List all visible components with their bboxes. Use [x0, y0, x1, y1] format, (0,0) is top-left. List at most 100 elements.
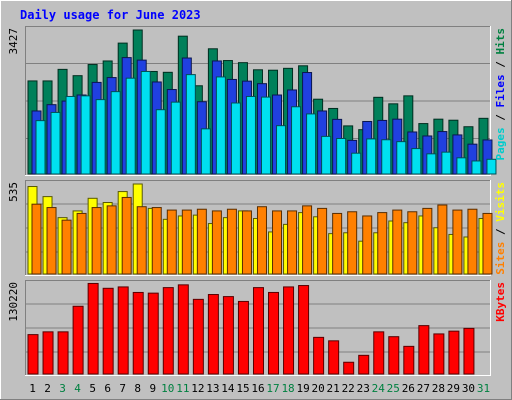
day-label-31: 31	[477, 382, 490, 395]
bar-pages-day-10	[170, 101, 181, 175]
legend-separator: /	[494, 108, 507, 128]
day-label-27: 27	[417, 382, 430, 395]
bar-kbytes-day-17	[268, 291, 280, 375]
bar-kbytes-day-18	[283, 286, 295, 375]
panel-visits-legend: Sites / Visits	[494, 182, 507, 275]
bar-pages-day-4	[80, 95, 91, 175]
bar-sites-day-21	[332, 212, 343, 275]
day-label-8: 8	[134, 382, 141, 395]
bar-sites-day-3	[61, 219, 72, 275]
day-label-17: 17	[266, 382, 279, 395]
bar-pages-day-8	[140, 70, 151, 175]
bar-kbytes-day-15	[237, 300, 249, 375]
bar-kbytes-day-12	[192, 298, 204, 375]
bar-kbytes-day-7	[117, 286, 129, 375]
bar-kbytes-day-29	[448, 330, 460, 375]
bar-kbytes-day-21	[328, 340, 340, 375]
legend-separator: /	[494, 222, 507, 242]
panel-hits-ymax-label: 3427	[7, 28, 20, 55]
day-label-2: 2	[44, 382, 51, 395]
legend-visits: Visits	[494, 182, 507, 222]
bar-kbytes-day-10	[162, 287, 174, 375]
legend-kbytes: KBytes	[494, 282, 507, 322]
bar-sites-day-12	[196, 208, 207, 275]
bar-kbytes-day-16	[252, 287, 264, 375]
bar-kbytes-day-4	[72, 305, 84, 375]
bar-kbytes-day-2	[42, 331, 54, 375]
bar-sites-day-30	[467, 208, 478, 275]
day-label-25: 25	[387, 382, 400, 395]
series-kbytes	[27, 282, 475, 375]
bar-kbytes-day-13	[207, 294, 219, 375]
bar-kbytes-day-6	[102, 287, 114, 375]
bar-sites-day-20	[317, 207, 328, 275]
day-label-23: 23	[357, 382, 370, 395]
bar-pages-day-31	[486, 158, 497, 175]
bar-kbytes-day-26	[403, 345, 415, 375]
bar-sites-day-11	[181, 209, 192, 275]
legend-pages: Pages	[494, 127, 507, 160]
bar-kbytes-day-25	[388, 336, 400, 375]
bar-pages-day-7	[125, 77, 136, 175]
bar-pages-day-22	[351, 152, 362, 175]
day-label-11: 11	[176, 382, 189, 395]
bar-kbytes-day-1	[27, 334, 39, 375]
bar-sites-day-22	[347, 211, 358, 275]
bar-sites-day-2	[46, 207, 57, 275]
bar-pages-day-24	[381, 139, 392, 175]
day-label-10: 10	[161, 382, 174, 395]
bar-pages-day-13	[215, 76, 226, 175]
day-label-6: 6	[104, 382, 111, 395]
panel-visits-ymax-label: 535	[7, 182, 20, 202]
bar-kbytes-day-30	[463, 327, 475, 375]
day-label-1: 1	[29, 382, 36, 395]
bar-sites-day-28	[437, 204, 448, 275]
day-label-22: 22	[342, 382, 355, 395]
bar-pages-day-11	[185, 74, 196, 175]
bar-sites-day-5	[91, 207, 102, 275]
day-label-9: 9	[149, 382, 156, 395]
day-label-20: 20	[312, 382, 325, 395]
series-pages	[35, 70, 497, 175]
bar-pages-day-16	[260, 96, 271, 175]
bar-kbytes-day-23	[358, 354, 370, 375]
bar-sites-day-29	[452, 209, 463, 275]
bar-pages-day-29	[456, 157, 467, 175]
bar-sites-day-1	[31, 203, 42, 275]
day-label-21: 21	[327, 382, 340, 395]
panel-kbytes: 130220 KBytes	[7, 280, 507, 376]
day-label-3: 3	[59, 382, 66, 395]
bar-sites-day-27	[422, 207, 433, 275]
day-label-14: 14	[221, 382, 235, 395]
bar-kbytes-day-27	[418, 325, 430, 375]
day-label-12: 12	[191, 382, 204, 395]
day-label-7: 7	[119, 382, 126, 395]
bar-pages-day-25	[396, 141, 407, 175]
bar-kbytes-day-5	[87, 282, 99, 375]
day-label-16: 16	[251, 382, 264, 395]
bar-pages-day-28	[441, 151, 452, 175]
bar-pages-day-1	[35, 120, 46, 175]
bar-pages-day-12	[200, 128, 211, 175]
panel-hits-legend: Pages / Files / Hits	[494, 28, 507, 161]
bar-sites-day-17	[272, 210, 283, 275]
bar-pages-day-20	[321, 135, 332, 175]
day-axis-labels: 1 2 3 4 5 6 7 8 9 10 11 12 13 14 15 16 17 18 19 20 21 22 23 24 2…	[29, 382, 490, 395]
bar-pages-day-23	[366, 138, 377, 175]
bar-sites-day-7	[121, 196, 132, 275]
bar-sites-day-18	[287, 210, 298, 275]
bar-pages-day-30	[471, 160, 482, 175]
day-label-19: 19	[296, 382, 309, 395]
bar-sites-day-26	[407, 211, 418, 275]
day-label-5: 5	[89, 382, 96, 395]
bar-kbytes-day-24	[373, 331, 385, 375]
bar-pages-day-2	[50, 111, 61, 175]
bar-sites-day-24	[377, 212, 388, 275]
bar-sites-day-10	[166, 209, 177, 275]
bar-kbytes-day-20	[313, 336, 325, 375]
bar-pages-day-6	[110, 91, 121, 175]
day-label-13: 13	[206, 382, 219, 395]
panel-hits: 3427 Pages / Files / Hits	[7, 26, 507, 176]
bar-kbytes-day-22	[343, 361, 355, 375]
